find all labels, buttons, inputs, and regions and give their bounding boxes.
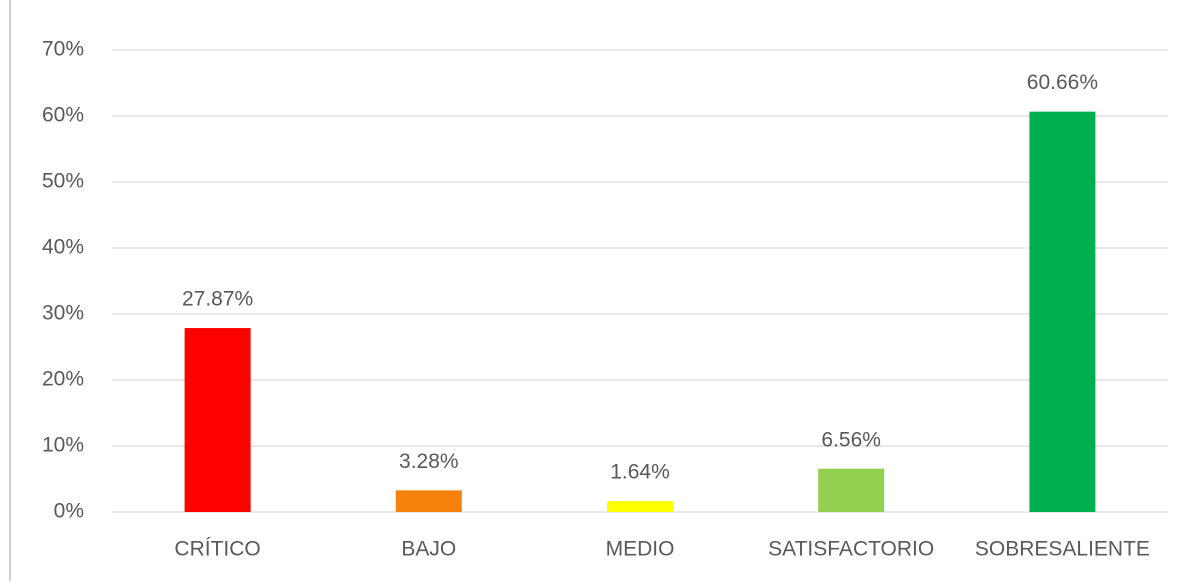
bar bbox=[395, 490, 462, 512]
x-tick-label: CRÍTICO bbox=[174, 538, 260, 561]
data-label: 6.56% bbox=[821, 428, 881, 451]
data-label: 3.28% bbox=[399, 450, 459, 473]
y-tick-label: 50% bbox=[42, 170, 84, 193]
data-label: 27.87% bbox=[182, 288, 253, 311]
y-tick-label: 40% bbox=[42, 236, 84, 259]
x-tick-label: SOBRESALIENTE bbox=[975, 538, 1150, 561]
y-tick-label: 70% bbox=[42, 38, 84, 61]
bar bbox=[818, 468, 885, 512]
y-tick-label: 30% bbox=[42, 302, 84, 325]
data-label: 60.66% bbox=[1027, 71, 1098, 94]
x-tick-label: SATISFACTORIO bbox=[768, 538, 934, 561]
data-label: 1.64% bbox=[610, 461, 670, 484]
bar bbox=[607, 501, 673, 512]
y-tick-label: 20% bbox=[42, 368, 84, 391]
y-tick-label: 10% bbox=[42, 434, 84, 457]
x-tick-label: BAJO bbox=[401, 538, 456, 561]
bar bbox=[1029, 111, 1096, 513]
x-tick-label: MEDIO bbox=[606, 538, 675, 561]
y-tick-label: 0% bbox=[54, 500, 84, 523]
bar bbox=[184, 328, 251, 512]
y-tick-label: 60% bbox=[42, 104, 84, 127]
